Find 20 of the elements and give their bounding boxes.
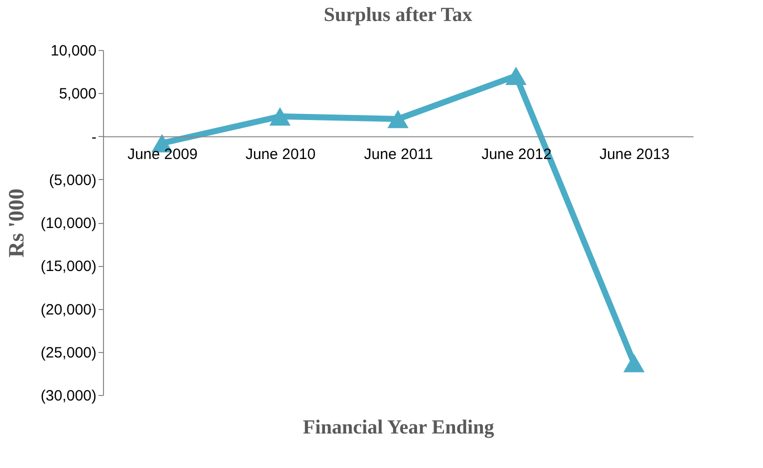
y-tick-label: (20,000) (40, 301, 96, 318)
y-tick-label: - (92, 128, 96, 146)
point (269, 107, 291, 126)
x-tick-label: June 2013 (599, 146, 670, 163)
y-tick-label: 10,000 (50, 42, 96, 60)
y-tick-label: 5,000 (58, 86, 96, 103)
point (505, 66, 527, 86)
x-tick-label: June 2010 (245, 146, 316, 163)
y-tick-label: (30,000) (40, 388, 96, 404)
point (387, 110, 409, 128)
y-tick-label: (25,000) (40, 344, 96, 362)
y-axis-title: Rs '000 (4, 188, 29, 258)
chart-title: Surplus after Tax (324, 4, 472, 26)
x-axis-title: Financial Year Ending (302, 416, 494, 438)
y-tick-label: (5,000) (48, 172, 96, 189)
y-tick-label: (15,000) (40, 258, 96, 276)
x-tick-label: June 2011 (364, 146, 433, 163)
x-tick-label: June 2009 (127, 146, 198, 163)
point (623, 354, 645, 372)
y-tick-label: (10,000) (40, 215, 96, 232)
